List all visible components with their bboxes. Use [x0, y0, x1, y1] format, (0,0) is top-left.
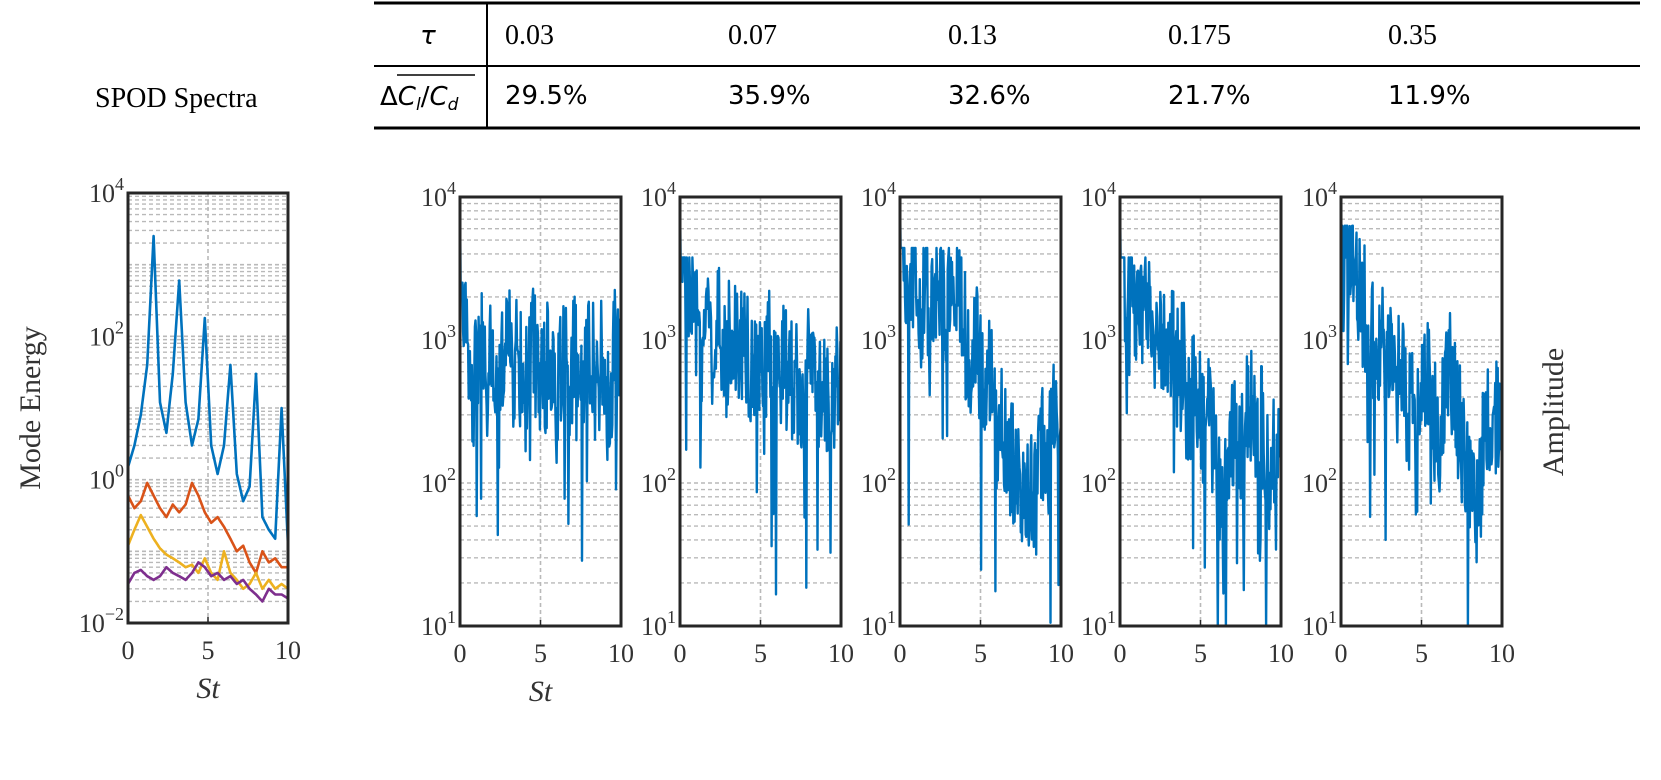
- y-tick-label: 102: [641, 464, 676, 498]
- y-axis-label-amplitude: Amplitude: [1537, 348, 1570, 476]
- x-tick-label: 0: [122, 636, 135, 665]
- series-line-blue: [1341, 197, 1502, 626]
- x-tick-label: 10: [1048, 639, 1074, 668]
- x-tick-label: 0: [1335, 639, 1348, 668]
- x-tick-label: 10: [1489, 639, 1515, 668]
- x-axis-label: St: [529, 675, 553, 708]
- x-tick-label: 0: [674, 639, 687, 668]
- y-tick-label: 104: [89, 174, 124, 208]
- y-tick-label: 101: [641, 607, 676, 641]
- series-group: [680, 197, 841, 596]
- y-tick-label: 103: [641, 321, 676, 355]
- table-cell-delta: 35.9%: [728, 81, 811, 111]
- y-tick-label: 100: [89, 461, 124, 495]
- y-tick-label: 104: [861, 178, 896, 212]
- table-cell-tau: 0.35: [1388, 20, 1437, 51]
- x-tick-label: 0: [894, 639, 907, 668]
- series-group: [1120, 197, 1281, 626]
- table-cell-tau: 0.13: [948, 20, 997, 51]
- table-cell-delta: 21.7%: [1168, 81, 1251, 111]
- x-tick-label: 5: [974, 639, 987, 668]
- x-tick-label: 10: [828, 639, 854, 668]
- y-tick-label: 103: [1081, 321, 1116, 355]
- table-cell-tau: 0.175: [1168, 20, 1231, 51]
- amplitude-panel-tau-0.35: 0 5 10 101 102 103 104: [1302, 178, 1515, 668]
- y-tick-label: 104: [641, 178, 676, 212]
- series-line-yellow: [128, 513, 288, 591]
- table-cell-tau: 0.07: [728, 20, 777, 51]
- table-row-label-delta: ΔCl/Cd: [380, 74, 475, 115]
- x-axis-label: St: [196, 672, 220, 705]
- series-group: [1341, 197, 1502, 626]
- series-line-blue: [900, 197, 1061, 624]
- y-tick-label: 103: [421, 321, 456, 355]
- series-line-blue: [1120, 197, 1281, 626]
- amplitude-panel-tau-0.03: 0 5 10 101 102 103 104 St: [421, 178, 634, 708]
- series-line-purple: [128, 561, 288, 603]
- x-tick-label: 10: [1268, 639, 1294, 668]
- y-tick-label: 102: [421, 464, 456, 498]
- x-tick-label: 0: [454, 639, 467, 668]
- table-cell-delta: 11.9%: [1388, 81, 1471, 111]
- table-cell-delta: 32.6%: [948, 81, 1031, 111]
- section-label: SPOD Spectra: [95, 83, 258, 114]
- table-row-tau: 0.03 0.07 0.13 0.175 0.35: [505, 20, 1437, 51]
- amplitude-panel-tau-0.13: 0 5 10 101 102 103 104: [861, 178, 1074, 668]
- table-row-delta: 29.5% 35.9% 32.6% 21.7% 11.9%: [505, 81, 1471, 111]
- amplitude-panel-tau-0.07: 0 5 10 101 102 103 104: [641, 178, 854, 668]
- table-cell-delta: 29.5%: [505, 81, 588, 111]
- series-group: [900, 197, 1061, 624]
- x-tick-label: 10: [275, 636, 301, 665]
- table-row-label-tau: τ: [420, 21, 436, 51]
- y-tick-label: 104: [1081, 178, 1116, 212]
- y-tick-label: 102: [861, 464, 896, 498]
- series-line-blue: [680, 197, 841, 596]
- series-group: [128, 234, 288, 603]
- mode-energy-panel: 0 5 10 10−2 100 102 104 St: [79, 174, 301, 705]
- y-axis-label-mode-energy: Mode Energy: [14, 326, 47, 490]
- amplitude-panel-tau-0.175: 0 5 10 101 102 103 104: [1081, 178, 1294, 668]
- series-line-blue: [460, 197, 621, 562]
- table-row-label-delta-text: ΔCl/Cd: [380, 82, 459, 115]
- y-tick-label: 101: [861, 607, 896, 641]
- x-tick-label: 10: [608, 639, 634, 668]
- y-tick-label: 104: [421, 178, 456, 212]
- x-tick-label: 5: [202, 636, 215, 665]
- x-tick-label: 5: [754, 639, 767, 668]
- y-tick-label: 103: [861, 321, 896, 355]
- series-group: [460, 197, 621, 562]
- header-table: SPOD Spectra τ ΔCl/Cd 0.03 0.07 0.13 0.175 0…: [95, 1, 1640, 130]
- y-tick-label: 102: [1302, 464, 1337, 498]
- series-line-orange: [128, 481, 288, 575]
- y-tick-label: 10−2: [79, 604, 124, 638]
- y-tick-label: 101: [1081, 607, 1116, 641]
- table-cell-tau: 0.03: [505, 20, 554, 51]
- y-tick-label: 103: [1302, 321, 1337, 355]
- x-tick-label: 5: [534, 639, 547, 668]
- series-line-blue: [128, 234, 288, 546]
- y-tick-label: 101: [1302, 607, 1337, 641]
- y-tick-label: 102: [89, 317, 124, 351]
- y-tick-label: 102: [1081, 464, 1116, 498]
- y-tick-label: 101: [421, 607, 456, 641]
- x-tick-label: 0: [1114, 639, 1127, 668]
- x-tick-label: 5: [1194, 639, 1207, 668]
- x-tick-label: 5: [1415, 639, 1428, 668]
- y-tick-label: 104: [1302, 178, 1337, 212]
